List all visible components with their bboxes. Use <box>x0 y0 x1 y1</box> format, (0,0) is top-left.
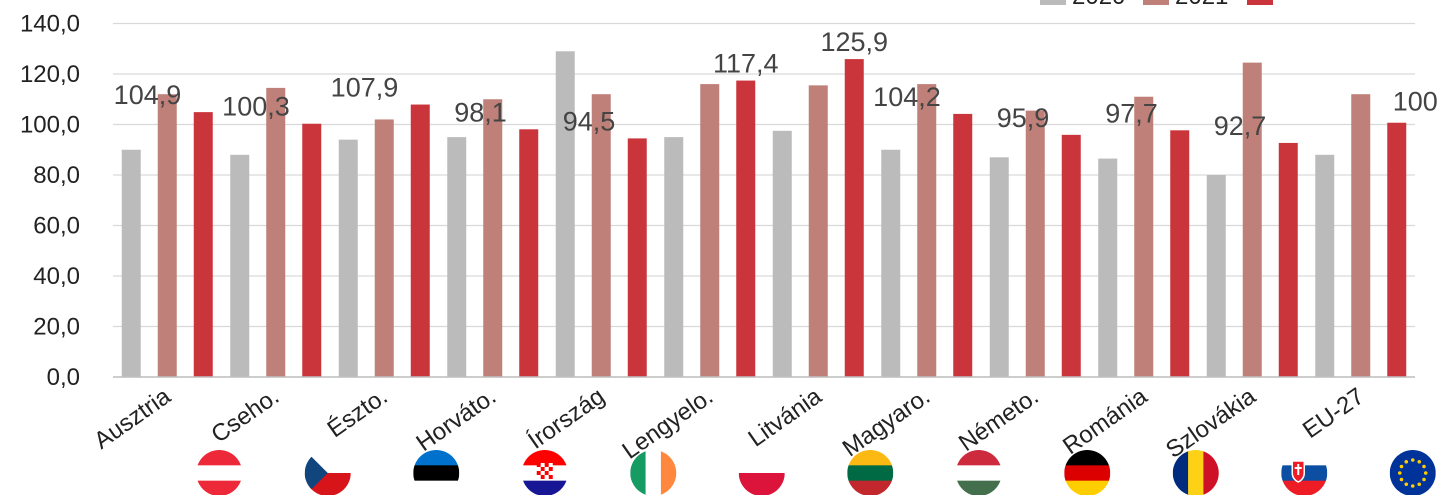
bar-2020 <box>664 137 684 377</box>
slovakia-flag-icon <box>1281 450 1328 495</box>
data-label: 107,9 <box>331 73 399 103</box>
bar-2020 <box>338 139 358 377</box>
lithuania-flag-icon <box>847 450 894 495</box>
x-axis: Ausztria Cseho. Észto. Horváto. Írország Leng… <box>89 376 1415 465</box>
bar-2020 <box>555 51 575 378</box>
legend-swatch <box>1143 0 1169 5</box>
bar-series-3 <box>410 104 430 378</box>
poland-flag-icon <box>738 450 785 495</box>
bar-2021 <box>1025 110 1045 378</box>
x-tick-label: Szlovákia <box>1161 382 1261 463</box>
bar-series-3 <box>1387 122 1407 377</box>
hungary-flag-icon <box>955 450 1002 495</box>
bar-2021 <box>808 85 828 378</box>
x-tick-label: EU-27 <box>1298 383 1369 444</box>
data-label: 100,7 <box>1393 87 1439 117</box>
x-tick-label: Románia <box>1058 382 1153 460</box>
bar-2021 <box>483 99 503 377</box>
x-tick-label: Magyaro. <box>838 383 935 463</box>
bar-2020 <box>772 130 792 377</box>
bar-series-3 <box>736 80 756 377</box>
y-tick-label: 0,0 <box>47 364 80 391</box>
legend-item <box>1247 0 1273 5</box>
legend: 2020 2021 <box>1040 0 1273 10</box>
grid-lines <box>113 22 1415 378</box>
bar-2021 <box>266 87 286 377</box>
legend-item: 2021 <box>1143 0 1228 10</box>
bar-series-3 <box>953 113 973 378</box>
bar-2021 <box>374 119 394 377</box>
bar-series-3 <box>519 129 539 377</box>
estonia-flag-icon <box>413 450 460 495</box>
y-tick-label: 80,0 <box>33 162 80 189</box>
y-tick-label: 100,0 <box>20 112 80 139</box>
data-label: 92,7 <box>1214 111 1267 141</box>
y-axis: 0,0 20,0 40,0 60,0 80,0 100,0 120,0 140,0 <box>20 11 80 392</box>
data-label: 94,5 <box>563 106 616 136</box>
bar-2020 <box>230 154 250 377</box>
x-tick-label: Ausztria <box>89 382 176 454</box>
bars <box>121 51 1407 378</box>
bar-2021 <box>591 94 611 377</box>
x-tick-label: Lengyelo. <box>617 383 718 465</box>
y-tick-label: 40,0 <box>33 263 80 290</box>
bar-series-3 <box>302 123 322 378</box>
data-label: 95,9 <box>997 103 1050 133</box>
x-tick-label: Cseho. <box>206 383 284 449</box>
y-tick-label: 140,0 <box>20 11 80 38</box>
bar-2021 <box>1242 62 1262 377</box>
x-tick-label: Horváto. <box>411 383 501 457</box>
legend-item: 2020 <box>1040 0 1125 10</box>
bar-series-3 <box>1170 130 1190 377</box>
austria-flag-icon <box>196 450 243 495</box>
ireland-flag-icon <box>630 450 677 495</box>
data-label: 104,2 <box>873 82 941 112</box>
bar-2020 <box>121 149 141 377</box>
data-label: 104,9 <box>114 80 182 110</box>
legend-swatch <box>1040 0 1066 5</box>
bar-2021 <box>917 84 937 377</box>
bar-2021 <box>157 94 177 377</box>
bar-2020 <box>1206 175 1226 377</box>
bar-2020 <box>1315 154 1335 377</box>
bar-2021 <box>1134 96 1154 377</box>
czechia-flag-icon <box>304 450 351 495</box>
bar-series-3 <box>193 112 213 377</box>
x-tick-label: Írország <box>523 383 610 455</box>
bar-series-3 <box>627 138 647 377</box>
bar-2020 <box>447 137 467 377</box>
eu-flag-icon <box>1389 450 1436 495</box>
bar-2020 <box>881 149 901 377</box>
data-label: 97,7 <box>1105 98 1158 128</box>
y-tick-label: 20,0 <box>33 314 80 341</box>
data-label: 125,9 <box>820 27 888 57</box>
bar-2021 <box>700 84 720 377</box>
data-labels: 104,9 100,3 107,9 98,1 94,5 117,4 125,9 104,2 95… <box>114 27 1439 141</box>
x-tick-label: Németo. <box>954 383 1044 457</box>
x-tick-label: Litvánia <box>743 382 827 452</box>
data-label: 100,3 <box>222 92 290 122</box>
bar-2021 <box>1351 94 1371 377</box>
data-label: 117,4 <box>713 49 779 79</box>
x-tick-label: Észto. <box>323 383 393 443</box>
legend-label: 2021 <box>1175 0 1228 10</box>
germany-flag-icon <box>1064 450 1111 495</box>
bar-2020 <box>989 157 1009 377</box>
legend-label: 2020 <box>1072 0 1125 10</box>
croatia-flag-icon <box>521 450 568 495</box>
y-tick-label: 60,0 <box>33 213 80 240</box>
bar-series-3 <box>1278 142 1298 377</box>
bar-2020 <box>1098 158 1118 377</box>
flag-icons <box>196 450 1436 495</box>
bar-series-3 <box>844 59 864 377</box>
legend-swatch <box>1247 0 1273 5</box>
data-label: 98,1 <box>454 97 507 127</box>
romania-flag-icon <box>1172 450 1219 495</box>
y-tick-label: 120,0 <box>20 61 80 88</box>
bar-series-3 <box>1061 134 1081 377</box>
